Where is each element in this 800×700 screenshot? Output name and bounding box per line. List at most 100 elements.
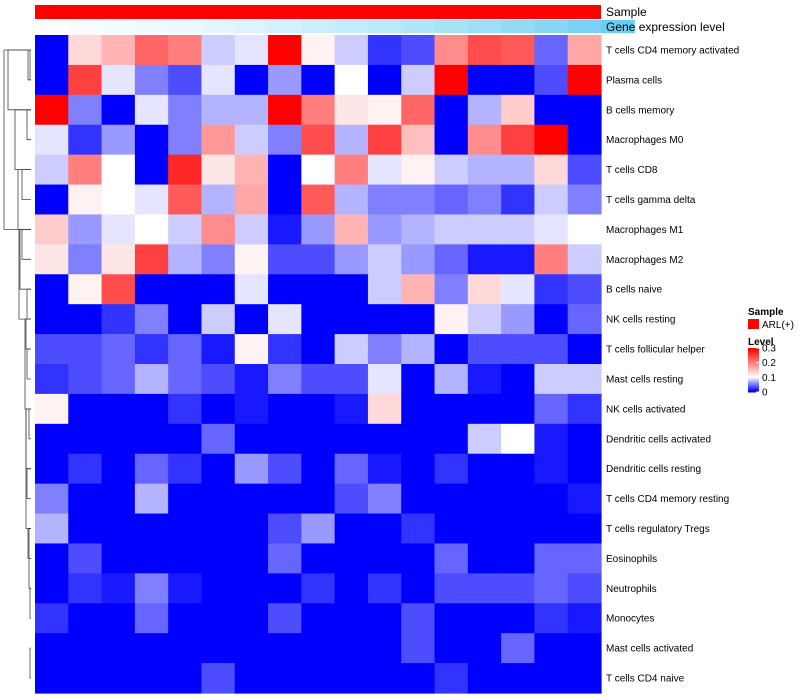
heatmap-cell — [401, 393, 436, 425]
heatmap-cell — [35, 453, 69, 485]
heatmap-cell — [401, 304, 436, 335]
heatmap-cell — [567, 184, 602, 216]
heatmap-cell — [134, 274, 169, 305]
heatmap-cell — [68, 304, 103, 335]
heatmap-cell — [301, 603, 336, 634]
heatmap-cell — [268, 453, 302, 485]
heatmap-cell — [334, 274, 369, 305]
heatmap-cell — [268, 393, 302, 425]
heatmap-cell — [168, 184, 203, 216]
heatmap-cell — [35, 543, 69, 574]
heatmap-cell — [201, 453, 236, 485]
heatmap-cell — [334, 364, 369, 395]
gene-expression-cell — [301, 20, 336, 33]
heatmap-cell — [268, 154, 302, 186]
heatmap-cell — [467, 334, 502, 365]
heatmap-cell — [567, 364, 602, 395]
heatmap-cell — [101, 483, 136, 515]
heatmap-cell — [234, 274, 269, 305]
legend-colorbar-step — [748, 349, 759, 352]
legend-colorbar-step — [748, 371, 759, 374]
heatmap-cell — [301, 543, 336, 574]
heatmap-cell — [134, 573, 169, 604]
heatmap-cell — [334, 304, 369, 335]
legend-colorbar-step — [748, 372, 759, 375]
heatmap-cell — [68, 334, 103, 365]
row-label: Macrophages M2 — [606, 255, 684, 266]
heatmap-cell — [101, 364, 136, 395]
heatmap-cell — [567, 304, 602, 335]
heatmap-cell — [401, 244, 436, 275]
row-label: T cells CD4 memory resting — [606, 494, 729, 505]
heatmap-cell — [467, 483, 502, 515]
heatmap-cell — [201, 483, 236, 515]
heatmap-cell — [168, 513, 203, 545]
sample-track-bar — [35, 5, 601, 19]
heatmap-cell — [35, 573, 69, 604]
heatmap-cell — [567, 513, 602, 545]
heatmap-cell — [234, 304, 269, 335]
gene-expression-cell — [501, 20, 536, 33]
heatmap-cell — [401, 423, 436, 455]
heatmap-cell — [567, 423, 602, 455]
heatmap-cell — [35, 364, 69, 395]
heatmap-cell — [68, 124, 103, 156]
heatmap-cell — [101, 274, 136, 305]
heatmap-cell — [168, 483, 203, 515]
heatmap-cell — [534, 603, 569, 634]
heatmap-cell — [234, 453, 269, 485]
heatmap-cell — [434, 124, 469, 156]
dendrogram-branch — [21, 169, 31, 200]
dendrogram-branch — [28, 558, 31, 589]
heatmap-cell — [68, 154, 103, 186]
legend-swatch-arl — [748, 319, 759, 329]
heatmap-cell — [101, 154, 136, 186]
heatmap-cell — [234, 214, 269, 245]
heatmap-cell — [534, 214, 569, 245]
heatmap-cell — [268, 633, 302, 664]
heatmap-cell — [401, 483, 436, 515]
heatmap-cell — [134, 124, 169, 156]
heatmap-cell — [401, 543, 436, 574]
heatmap-cell — [134, 94, 169, 126]
heatmap-cell — [268, 663, 302, 694]
heatmap-cell — [301, 184, 336, 216]
gene-expression-cell — [534, 20, 569, 33]
heatmap-cell — [35, 154, 69, 186]
heatmap-cell — [567, 124, 602, 156]
heatmap-cell — [101, 35, 136, 66]
legend-colorbar — [748, 348, 759, 393]
dendrogram-branch — [26, 109, 31, 141]
heatmap-cell — [68, 35, 103, 66]
heatmap-cell — [334, 35, 369, 66]
heatmap-cell — [434, 94, 469, 126]
heatmap-cell — [234, 543, 269, 574]
heatmap-cell — [401, 94, 436, 126]
heatmap-cell — [367, 124, 402, 156]
heatmap-cell — [367, 304, 402, 335]
heatmap-cell — [201, 274, 236, 305]
heatmap-cell — [467, 453, 502, 485]
heatmap-cell — [68, 214, 103, 245]
heatmap-cell — [68, 513, 103, 545]
heatmap-cell — [467, 94, 502, 126]
dendrogram-branch — [26, 468, 31, 499]
heatmap-cell — [367, 244, 402, 275]
heatmap-cell — [301, 35, 336, 66]
dendrogram-branch — [26, 288, 31, 320]
heatmap-cell — [467, 364, 502, 395]
heatmap-cell — [268, 64, 302, 96]
gene-expression-cell — [401, 20, 436, 33]
heatmap-cell — [201, 364, 236, 395]
heatmap-cell — [201, 603, 236, 634]
heatmap-cell — [434, 453, 469, 485]
heatmap-cell — [401, 274, 436, 305]
legend-tick-label: 0.1 — [762, 373, 776, 384]
row-label: Mast cells resting — [606, 375, 683, 386]
gene-expression-cell — [201, 20, 236, 33]
heatmap-cell — [434, 364, 469, 395]
row-label: NK cells resting — [606, 315, 675, 326]
heatmap-cell — [334, 154, 369, 186]
heatmap-cell — [401, 573, 436, 604]
heatmap-cell — [334, 573, 369, 604]
